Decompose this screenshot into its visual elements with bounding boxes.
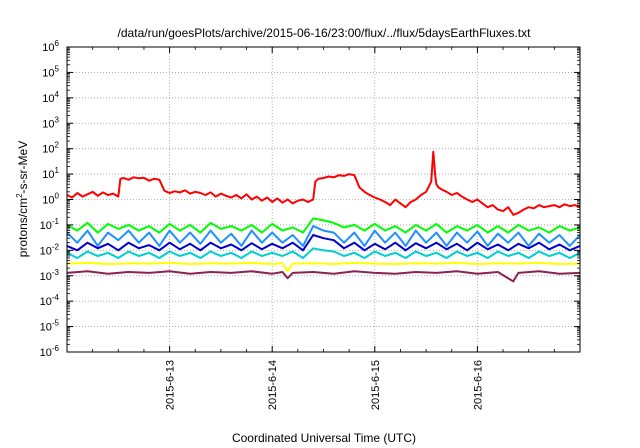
y-tick-label-base: 10 [40, 296, 52, 308]
series-line-6 [66, 261, 581, 273]
y-axis-label-rest: -s-sr-MeV [16, 141, 30, 194]
y-tick-label: 10-6 [40, 344, 60, 359]
y-tick-label: 104 [42, 90, 59, 105]
y-tick-label-base: 10 [42, 169, 54, 181]
series-line-5 [66, 247, 581, 259]
series-line-4 [66, 234, 581, 252]
y-tick-label-exp: 1 [55, 166, 60, 175]
y-tick-label: 10-5 [40, 319, 60, 334]
y-tick-label-base: 10 [42, 118, 54, 130]
y-tick-label: 10-3 [40, 268, 60, 283]
y-tick-labels: 10-610-510-410-310-210-11001011021031041… [40, 39, 60, 359]
y-tick-label-exp: -5 [52, 319, 60, 328]
y-tick-label: 103 [42, 115, 59, 130]
y-tick-label: 102 [42, 141, 59, 156]
y-tick-label: 100 [42, 192, 59, 207]
y-tick-label-base: 10 [40, 322, 52, 334]
y-tick-label-exp: -6 [52, 344, 60, 353]
y-axis-label-base: protons/cm [16, 198, 30, 257]
x-tick-label: 2015-6-14 [267, 360, 279, 410]
y-tick-label-exp: 6 [55, 39, 60, 48]
y-tick-label-base: 10 [42, 93, 54, 105]
series-line-3 [66, 225, 581, 247]
plot-frame [66, 46, 581, 353]
y-tick-label-exp: -2 [52, 242, 60, 251]
series-line-2 [66, 217, 581, 234]
y-tick-label-base: 10 [42, 42, 54, 54]
y-tick-label: 105 [42, 64, 59, 79]
y-tick-label: 101 [42, 166, 59, 181]
y-tick-label-exp: 3 [55, 115, 60, 124]
series-layer [66, 150, 581, 283]
axis-ticks [67, 46, 580, 353]
x-tick-label: 2015-6-13 [165, 360, 177, 410]
x-tick-labels: 2015-6-13 2015-6-14 2015-6-15 2015-6-16 [165, 360, 485, 410]
y-tick-label-exp: -1 [52, 217, 60, 226]
y-tick-label-exp: 5 [55, 64, 60, 73]
chart-title: /data/run/goesPlots/archive/2015-06-16/2… [118, 26, 532, 40]
y-tick-label-exp: -4 [52, 293, 60, 302]
y-tick-label: 10-1 [40, 217, 60, 232]
x-axis-label: Coordinated Universal Time (UTC) [232, 431, 416, 445]
series-line-1 [66, 150, 581, 216]
y-tick-label-exp: -3 [52, 268, 60, 277]
y-tick-label-base: 10 [40, 220, 52, 232]
y-tick-label: 10-2 [40, 242, 60, 257]
y-tick-label-base: 10 [40, 271, 52, 283]
y-tick-label-base: 10 [40, 347, 52, 359]
y-tick-label-exp: 4 [55, 90, 60, 99]
y-tick-label-base: 10 [40, 245, 52, 257]
y-tick-label: 10-4 [40, 293, 60, 308]
y-tick-label-exp: 0 [55, 192, 60, 201]
x-tick-label: 2015-6-16 [472, 360, 484, 410]
y-tick-label-base: 10 [42, 144, 54, 156]
series-line-7 [66, 270, 581, 283]
y-tick-label-exp: 2 [55, 141, 60, 150]
y-axis-label: protons/cm2-s-sr-MeV [15, 141, 30, 257]
y-axis-label-sup: 2 [15, 193, 24, 198]
grid-lines [67, 47, 580, 352]
y-tick-label-base: 10 [42, 67, 54, 79]
y-tick-label: 106 [42, 39, 59, 54]
y-tick-label-base: 10 [42, 195, 54, 207]
x-tick-label: 2015-6-15 [370, 360, 382, 410]
